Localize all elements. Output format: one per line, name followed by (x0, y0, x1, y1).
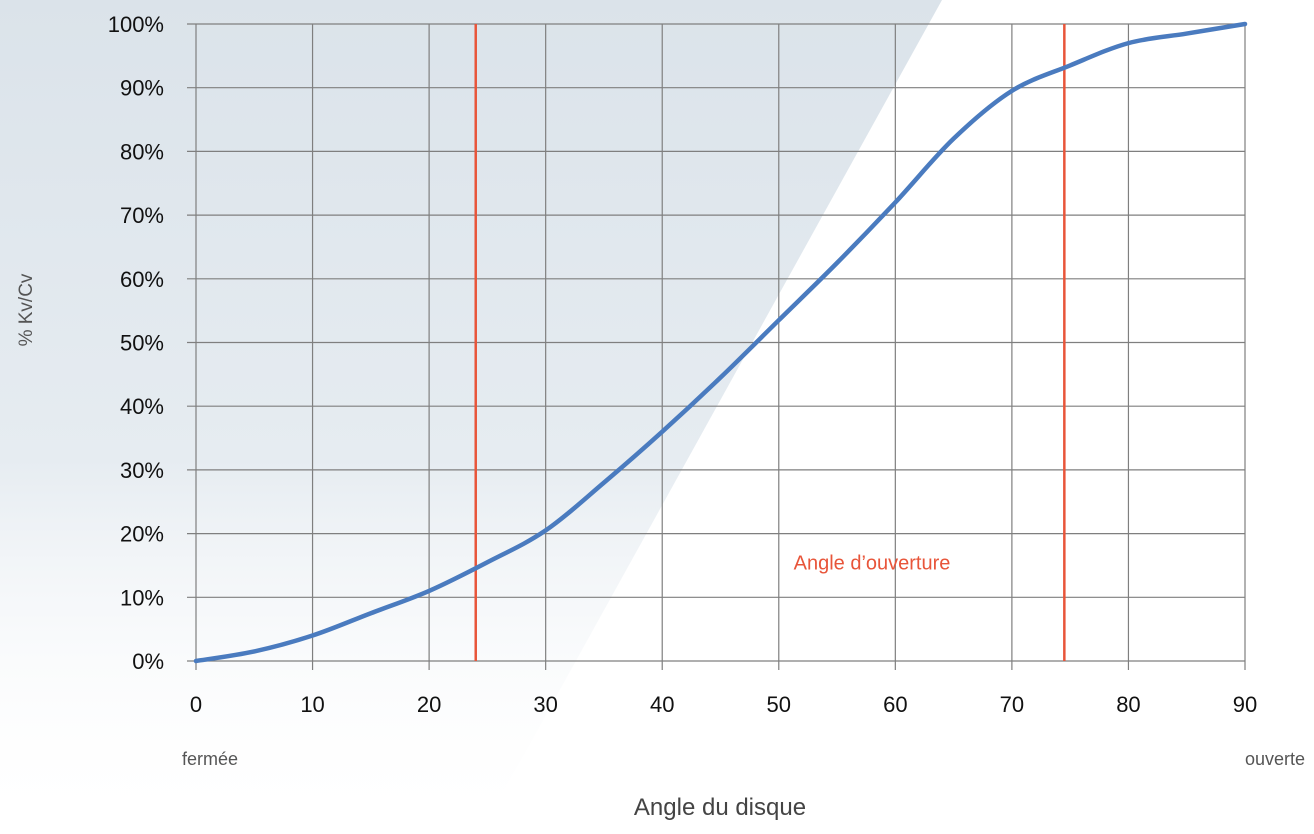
y-tick-label: 80% (120, 139, 164, 164)
x-axis-label: Angle du disque (634, 794, 806, 821)
annotations: Angle d’ouverture (794, 552, 951, 574)
x-tick-label: 70 (1000, 692, 1024, 717)
x-tick-label: 0 (190, 692, 202, 717)
y-tick-label: 90% (120, 76, 164, 101)
x-tick-label: 80 (1116, 692, 1140, 717)
series-layer (193, 21, 1248, 664)
x-tick-labels: 0 10 20 30 40 50 60 70 80 90 (190, 692, 1257, 717)
y-tick-label: 60% (120, 267, 164, 292)
x-tick-label: 20 (417, 692, 441, 717)
y-tick-label: 10% (120, 585, 164, 610)
series-line (193, 21, 1248, 664)
x-tick-label: 60 (883, 692, 907, 717)
x-tick-label: 30 (533, 692, 557, 717)
y-tick-label: 50% (120, 331, 164, 356)
background-shade (0, 0, 942, 834)
y-tick-label: 20% (120, 522, 164, 547)
x-start-label: fermée (182, 749, 238, 769)
y-tick-labels: 0% 10% 20% 30% 40% 50% 60% 70% 80% 90% 100% (108, 12, 164, 674)
x-tick-label: 40 (650, 692, 674, 717)
y-tick-label: 40% (120, 394, 164, 419)
y-tick-label: 100% (108, 12, 164, 37)
x-tick-label: 90 (1233, 692, 1257, 717)
y-tick-label: 70% (120, 203, 164, 228)
y-tick-label: 0% (132, 649, 164, 674)
x-tick-label: 10 (300, 692, 324, 717)
grid (187, 23, 1246, 670)
x-tick-label: 50 (767, 692, 791, 717)
x-end-label: ouverte (1245, 749, 1305, 769)
y-axis-label: % Kv/Cv (16, 273, 37, 346)
y-tick-label: 30% (120, 458, 164, 483)
reference-lines (474, 24, 1066, 661)
annotation-label: Angle d’ouverture (794, 552, 951, 574)
